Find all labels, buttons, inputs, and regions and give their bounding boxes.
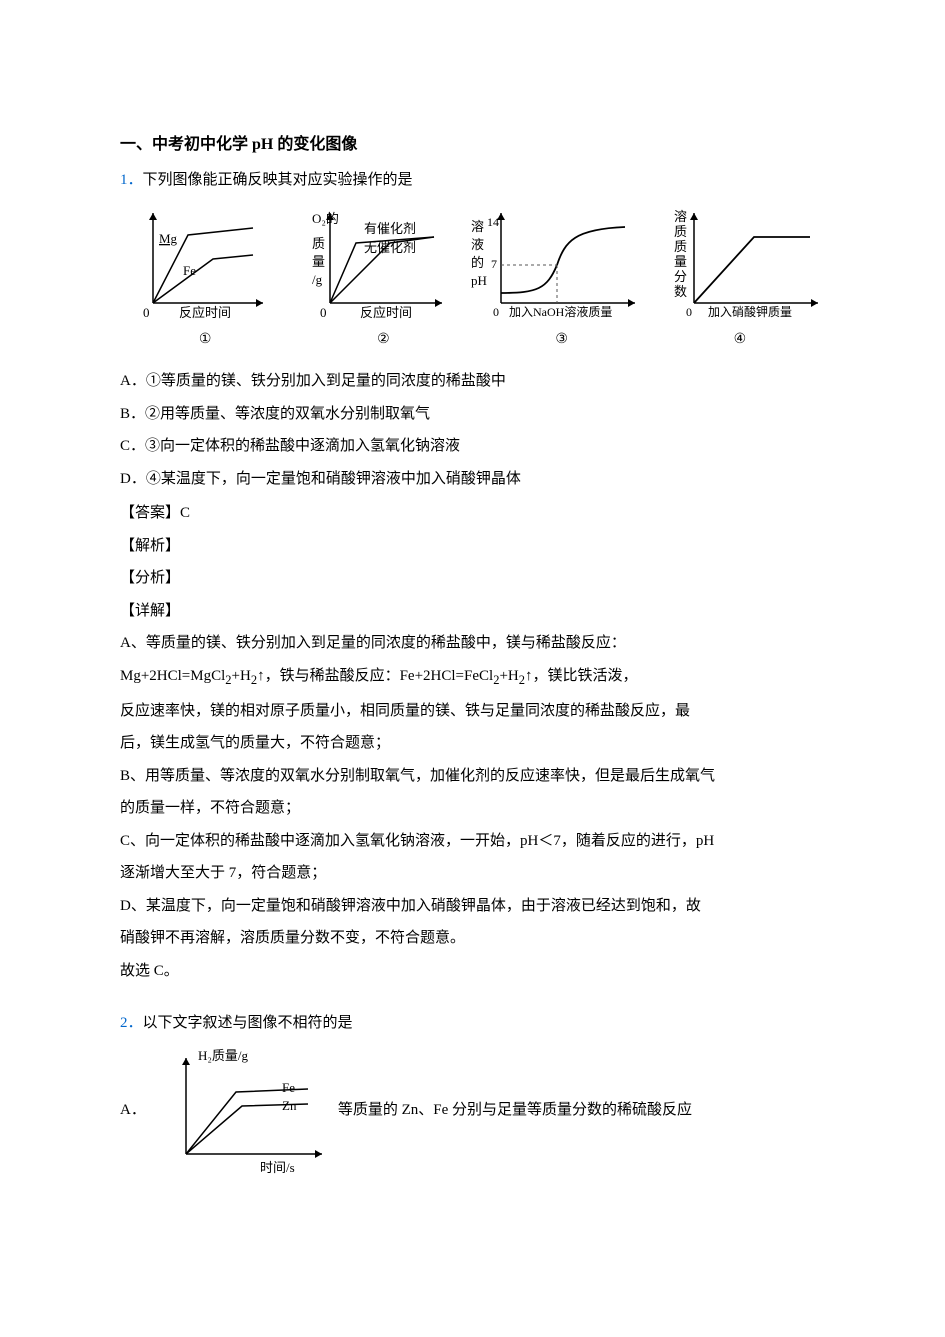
q1-expl-p8: 逐渐增大至大于 7，符合题意； [120, 859, 825, 888]
q1-expl-p6: 的质量一样，不符合题意； [120, 794, 825, 823]
chart4-yl3: 量 [674, 254, 687, 269]
q1-expl-p1: A、等质量的镁、铁分别加入到足量的同浓度的稀盐酸中，镁与稀盐酸反应： [120, 629, 825, 658]
chart4-yl0: 溶 [674, 209, 687, 224]
q1-expl-p9: D、某温度下，向一定量饱和硝酸钾溶液中加入硝酸钾晶体，由于溶液已经达到饱和，故 [120, 892, 825, 921]
q1-option-a: A．①等质量的镁、铁分别加入到足量的同浓度的稀盐酸中 [120, 367, 825, 396]
q1-option-c: C．③向一定体积的稀盐酸中逐滴加入氢氧化钠溶液 [120, 432, 825, 461]
chart2-zero: 0 [320, 305, 327, 320]
q1-answer: 【答案】C [120, 499, 825, 528]
q1-fenxi: 【分析】 [120, 564, 825, 593]
chart2-yl0: O₂的 [312, 211, 339, 226]
q2-xlabel: 时间/s [260, 1160, 295, 1175]
q1-option-b: B．②用等质量、等浓度的双氧水分别制取氧气 [120, 400, 825, 429]
chart4-yl4: 分 [674, 269, 687, 284]
q2-stem-text: 以下文字叙述与图像不相符的是 [143, 1015, 353, 1031]
q2-option-a-row: A． H₂质量/g Fe Zn 时间/s 等质量的 Zn、Fe 分别与足量等质量… [120, 1046, 825, 1176]
chart3-num: ③ [477, 327, 647, 354]
chart1-zero: 0 [143, 305, 150, 320]
chart1-mg-label: Mg [159, 231, 178, 246]
chart2-num: ② [298, 327, 468, 354]
section-title: 一、中考初中化学 pH 的变化图像 [120, 130, 825, 160]
q2-stem: 2．以下文字叙述与图像不相符的是 [120, 1009, 825, 1038]
chart4-yl1: 质 [674, 224, 687, 239]
chart3-y14: 14 [487, 215, 499, 229]
chart2-legend-bot: 无催化剂 [364, 240, 416, 255]
q1-option-d: D．④某温度下，向一定量饱和硝酸钾溶液中加入硝酸钾晶体 [120, 465, 825, 494]
q1-chart-labels: ① ② ③ ④ [120, 327, 825, 354]
q1-stem-text: 下列图像能正确反映其对应实验操作的是 [143, 172, 413, 188]
chart4-num: ④ [655, 327, 825, 354]
q1-number: 1． [120, 172, 143, 188]
chart4-xlabel: 加入硝酸钾质量 [708, 304, 792, 319]
p2end: ↑，镁比铁活泼， [525, 668, 638, 684]
chart4-zero: 0 [686, 305, 692, 319]
chart2-xlabel: 反应时间 [360, 305, 412, 320]
q1-expl-p2: Mg+2HCl=MgCl2+H2↑，铁与稀盐酸反应：Fe+2HCl=FeCl2+… [120, 662, 825, 693]
q2-chart: H₂质量/g Fe Zn 时间/s [152, 1046, 332, 1176]
chart3-yl1: 液 [471, 237, 484, 252]
chart3-yl0: 溶 [471, 219, 484, 234]
q2-fe: Fe [282, 1080, 295, 1095]
chart2-yl3: /g [312, 272, 323, 287]
q1-stem: 1．下列图像能正确反映其对应实验操作的是 [120, 166, 825, 195]
q1-expl-p5: B、用等质量、等浓度的双氧水分别制取氧气，加催化剂的反应速率快，但是最后生成氧气 [120, 762, 825, 791]
q1-expl-p11: 故选 C。 [120, 957, 825, 986]
q2-option-a-label: A． [120, 1096, 146, 1125]
p2pre: Mg+2HCl=MgCl [120, 668, 225, 684]
q2-number: 2． [120, 1015, 143, 1031]
chart-3: 溶 液 的 pH 14 7 0 加入NaOH溶液质量 [457, 203, 642, 323]
chart-2: O₂的 质 量 /g 有催化剂 无催化剂 0 反应时间 [284, 203, 449, 323]
q1-expl-p10: 硝酸钾不再溶解，溶质质量分数不变，不符合题意。 [120, 924, 825, 953]
q1-expl-p7: C、向一定体积的稀盐酸中逐滴加入氢氧化钠溶液，一开始，pH＜7，随着反应的进行，… [120, 827, 825, 856]
chart3-zero: 0 [493, 305, 499, 319]
q1-jiexi: 【解析】 [120, 532, 825, 561]
chart1-xlabel: 反应时间 [179, 305, 231, 320]
chart2-yl2: 量 [312, 254, 325, 269]
q1-expl-p4: 后，镁生成氢气的质量大，不符合题意； [120, 729, 825, 758]
chart1-num: ① [120, 327, 290, 354]
chart2-yl1: 质 [312, 236, 325, 251]
chart3-xlabel: 加入NaOH溶液质量 [509, 304, 612, 319]
chart3-y7: 7 [491, 257, 497, 271]
q1-xiangjie: 【详解】 [120, 597, 825, 626]
q1-expl-p3: 反应速率快，镁的相对原子质量小，相同质量的镁、铁与足量同浓度的稀盐酸反应，最 [120, 697, 825, 726]
q2-ylabel: H₂质量/g [198, 1048, 249, 1063]
q2-zn: Zn [282, 1098, 297, 1113]
chart-4: 溶 质 质 量 分 数 0 加入硝酸钾质量 [650, 203, 825, 323]
q1-charts-row: Mg Fe 0 反应时间 O₂的 质 量 /g 有催化剂 无催化剂 0 反应时间 [120, 203, 825, 323]
chart2-legend-top: 有催化剂 [364, 221, 416, 236]
chart-1: Mg Fe 0 反应时间 [120, 203, 276, 323]
chart1-fe-label: Fe [183, 263, 196, 278]
q2-option-a-text: 等质量的 Zn、Fe 分别与足量等质量分数的稀硫酸反应 [338, 1096, 692, 1125]
p2mid: +H [232, 668, 251, 684]
chart3-yl2: 的 [471, 255, 484, 270]
chart3-yl3: pH [471, 273, 487, 288]
chart4-yl5: 数 [674, 284, 687, 299]
p2arr: ↑，铁与稀盐酸反应：Fe+2HCl=FeCl [257, 668, 493, 684]
p2mid2: +H [499, 668, 518, 684]
chart4-yl2: 质 [674, 239, 687, 254]
